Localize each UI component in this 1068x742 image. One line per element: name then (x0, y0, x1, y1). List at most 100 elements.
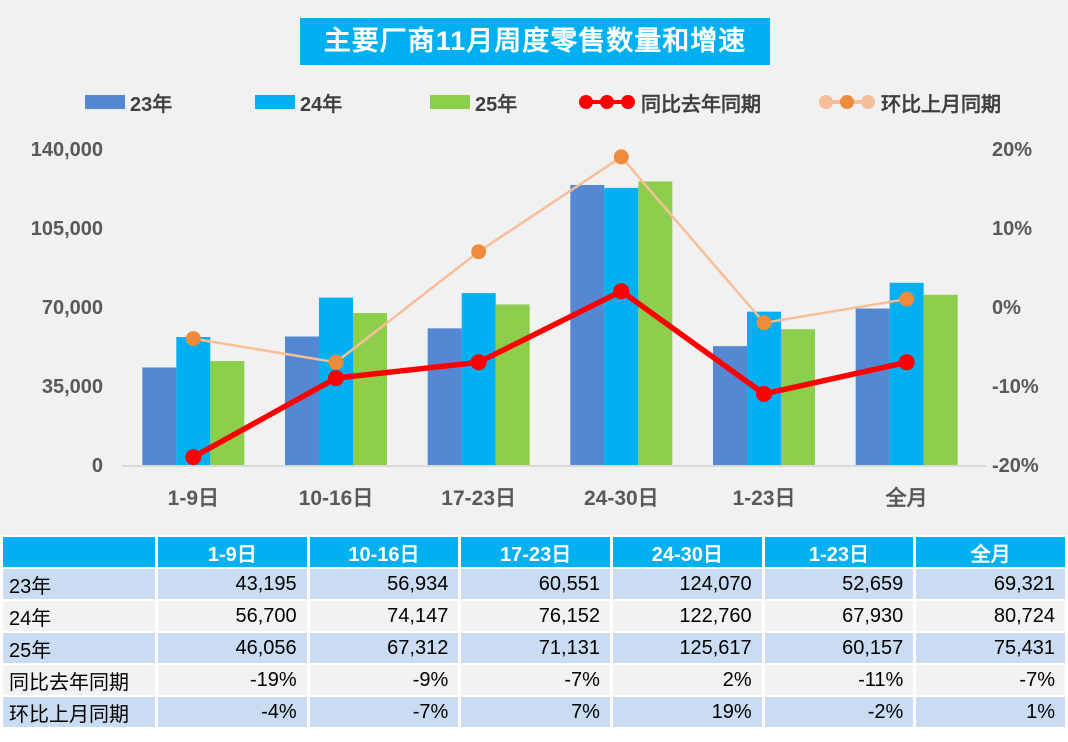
legend-line-marker-icon (819, 95, 875, 109)
row-label: 24年 (3, 601, 155, 631)
cell-value: 67,930 (764, 601, 914, 631)
bar-24年-1-9日 (176, 337, 211, 465)
legend-item-4: 同比去年同期 (578, 90, 761, 116)
legend-item-3: 25年 (430, 90, 518, 116)
left-axis-tick: 105,000 (31, 218, 103, 240)
x-axis-label-1-9日: 1-9日 (168, 487, 219, 510)
row-label: 同比去年同期 (3, 665, 155, 695)
marker-环比上月同期-17-23日 (471, 244, 487, 260)
row-label: 23年 (3, 569, 155, 599)
cell-value: 7% (461, 697, 610, 727)
cell-value: 43,195 (158, 569, 307, 599)
bar-25年-1-23日 (781, 329, 815, 465)
x-axis-label-全月: 全月 (885, 486, 928, 510)
table-header-row: 1-9日 10-16日 17-23日 24-30日 1-23日 全月 (3, 537, 1065, 567)
cell-value: -7% (309, 697, 459, 727)
bar-24年-24-30日 (604, 187, 639, 465)
left-axis-tick: 0 (92, 455, 103, 477)
bar-25年-全月 (923, 294, 958, 465)
bar-23年-1-23日 (713, 346, 747, 465)
bar-23年-1-9日 (142, 367, 177, 465)
table-header-1-23日: 1-23日 (764, 537, 914, 567)
x-axis-label-10-16日: 10-16日 (299, 487, 374, 510)
table-row-25年: 25年 46,056 67,312 71,131 125,617 60,157 75,431 (3, 633, 1065, 663)
table-row-24年: 24年 56,700 74,147 76,152 122,760 67,930 80,724 (3, 601, 1065, 631)
cell-value: 122,760 (612, 601, 762, 631)
line-环比上月同期 (192, 155, 908, 364)
cell-value: 1% (916, 697, 1065, 727)
legend-swatch-icon (85, 95, 125, 109)
x-axis-label-24-30日: 24-30日 (584, 487, 659, 510)
left-axis-tick: 35,000 (42, 376, 103, 398)
cell-value: 60,157 (764, 633, 914, 663)
table-header-24-30日: 24-30日 (612, 537, 762, 567)
cell-value: 124,070 (612, 569, 762, 599)
cell-value: 76,152 (461, 601, 610, 631)
bar-23年-全月 (855, 308, 890, 465)
cell-value: 74,147 (309, 601, 459, 631)
bar-25年-1-9日 (210, 361, 245, 465)
bar-23年-17-23日 (427, 328, 462, 465)
data-table: 1-9日 10-16日 17-23日 24-30日 1-23日 全月 23年 43,195 5… (0, 535, 1068, 729)
right-axis-tick: -20% (992, 455, 1039, 477)
cell-value: -19% (158, 665, 307, 695)
right-axis-tick: 10% (992, 218, 1032, 240)
left-axis-tick: 70,000 (42, 297, 103, 319)
bar-24年-17-23日 (461, 293, 496, 465)
cell-value: 56,700 (158, 601, 307, 631)
x-axis-label-17-23日: 17-23日 (441, 487, 516, 510)
bar-23年-24-30日 (570, 184, 605, 465)
combo-chart: 0 35,000 70,000 105,000 140,000 -20% -10% 0% 10%… (31, 139, 1039, 510)
cell-value: 46,056 (158, 633, 307, 663)
legend-line-marker-icon (579, 95, 635, 109)
left-axis-tick: 140,000 (31, 139, 103, 161)
marker-环比上月同期-24-30日 (613, 149, 629, 165)
cell-value: 67,312 (309, 633, 459, 663)
cell-value: -11% (764, 665, 914, 695)
cell-value: 2% (612, 665, 762, 695)
cell-value: 80,724 (916, 601, 1065, 631)
marker-环比上月同期-1-9日 (185, 331, 201, 347)
chart-title: 主要厂商11月周度零售数量和增速 (300, 18, 770, 65)
cell-value: -9% (309, 665, 459, 695)
data-table-section: 1-9日 10-16日 17-23日 24-30日 1-23日 全月 23年 43,195 5… (0, 535, 1068, 742)
marker-环比上月同期-全月 (899, 291, 915, 307)
marker-同比去年同期-1-9日 (185, 449, 202, 466)
legend-label: 23年 (130, 93, 173, 116)
cell-value: -7% (916, 665, 1065, 695)
line-同比去年同期 (190, 288, 910, 460)
table-header-17-23日: 17-23日 (461, 537, 610, 567)
marker-同比去年同期-10-16日 (328, 370, 344, 387)
cell-value: -2% (764, 697, 914, 727)
right-axis-tick: 0% (992, 297, 1021, 319)
legend-label: 同比去年同期 (641, 93, 761, 116)
marker-同比去年同期-1-23日 (756, 385, 772, 402)
legend-item-5: 环比上月同期 (818, 90, 1001, 116)
marker-同比去年同期-全月 (898, 354, 915, 371)
legend-item-1: 23年 (85, 90, 173, 116)
table-header-empty (3, 537, 155, 567)
cell-value: 56,934 (309, 569, 459, 599)
marker-同比去年同期-24-30日 (613, 283, 630, 300)
chart-legend: 23年 24年 25年 同比去年同期 环比上月同期 (0, 90, 1068, 116)
table-row-23年: 23年 43,195 56,934 60,551 124,070 52,659 69,321 (3, 569, 1065, 599)
cell-value: -4% (158, 697, 307, 727)
right-axis-tick: 20% (992, 139, 1032, 161)
bar-24年-全月 (889, 282, 924, 465)
legend-label: 25年 (475, 93, 518, 116)
table-row-同比去年同期: 同比去年同期 -19% -9% -7% 2% -11% -7% (3, 665, 1065, 695)
cell-value: 19% (612, 697, 762, 727)
legend-label: 24年 (300, 93, 343, 116)
cell-value: -7% (461, 665, 610, 695)
table-header-10-16日: 10-16日 (309, 537, 459, 567)
row-label: 环比上月同期 (3, 697, 155, 727)
legend-label: 环比上月同期 (881, 93, 1001, 116)
marker-环比上月同期-10-16日 (328, 354, 344, 370)
legend-swatch-icon (430, 95, 470, 109)
marker-同比去年同期-17-23日 (470, 354, 487, 371)
cell-value: 52,659 (764, 569, 914, 599)
cell-value: 75,431 (916, 633, 1065, 663)
row-label: 25年 (3, 633, 155, 663)
bar-25年-10-16日 (353, 313, 387, 465)
cell-value: 60,551 (461, 569, 610, 599)
